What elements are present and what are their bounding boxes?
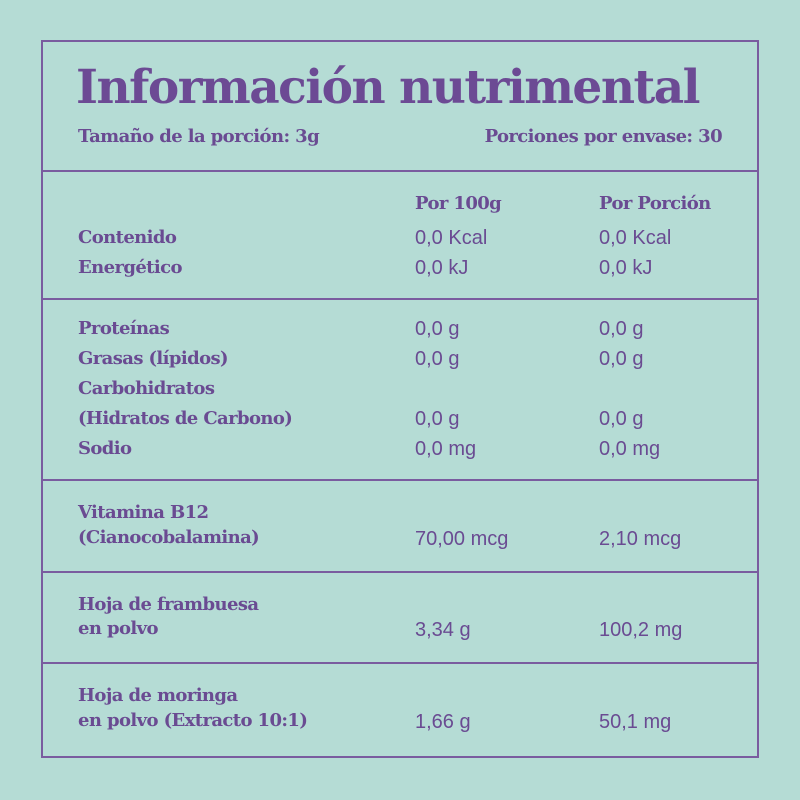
divider-energy (43, 298, 757, 300)
divider-macros (43, 479, 757, 481)
fat-per-100g: 0,0 g (415, 348, 460, 370)
vitamin-label-line2: (Cianocobalamina) (78, 527, 260, 548)
column-header-per-serving: Por Porción (599, 193, 711, 214)
energy-kcal-per-serving: 0,0 Kcal (599, 227, 672, 249)
serving-size: Tamaño de la porción: 3g (78, 126, 320, 147)
vitamin-label-line1: Vitamina B12 (78, 502, 209, 523)
protein-per-serving: 0,0 g (599, 318, 644, 340)
divider-vitamin (43, 571, 757, 573)
fat-per-serving: 0,0 g (599, 348, 644, 370)
page-title: Información nutrimental (76, 60, 701, 115)
divider-header (43, 170, 757, 172)
energy-kj-per-serving: 0,0 kJ (599, 257, 653, 279)
vitamin-per-serving: 2,10 mcg (599, 528, 682, 550)
moringa-per-serving: 50,1 mg (599, 711, 672, 733)
energy-kj-per-100g: 0,0 kJ (415, 257, 469, 279)
divider-raspberry (43, 662, 757, 664)
protein-per-100g: 0,0 g (415, 318, 460, 340)
fat-label: Grasas (lípidos) (78, 348, 229, 369)
carbs-label-line1: Carbohidratos (78, 378, 215, 399)
sodium-label: Sodio (78, 438, 132, 459)
carbs-per-100g: 0,0 g (415, 408, 460, 430)
raspberry-per-serving: 100,2 mg (599, 619, 683, 641)
energy-label-line2: Energético (78, 257, 183, 278)
raspberry-per-100g: 3,34 g (415, 619, 471, 641)
moringa-label-line1: Hoja de moringa (78, 685, 238, 706)
nutrition-facts-panel: Información nutrimental Tamaño de la por… (41, 40, 759, 758)
protein-label: Proteínas (78, 318, 170, 339)
moringa-per-100g: 1,66 g (415, 711, 471, 733)
carbs-per-serving: 0,0 g (599, 408, 644, 430)
raspberry-label-line2: en polvo (78, 618, 159, 639)
raspberry-label-line1: Hoja de frambuesa (78, 594, 259, 615)
column-header-per-100g: Por 100g (415, 193, 502, 214)
sodium-per-serving: 0,0 mg (599, 438, 661, 460)
sodium-per-100g: 0,0 mg (415, 438, 477, 460)
carbs-label-line2: (Hidratos de Carbono) (78, 408, 293, 429)
moringa-label-line2: en polvo (Extracto 10:1) (78, 710, 308, 731)
energy-kcal-per-100g: 0,0 Kcal (415, 227, 488, 249)
energy-label-line1: Contenido (78, 227, 177, 248)
vitamin-per-100g: 70,00 mcg (415, 528, 509, 550)
nutrition-header: Información nutrimental Tamaño de la por… (43, 42, 757, 170)
servings-per-container: Porciones por envase: 30 (484, 126, 723, 147)
